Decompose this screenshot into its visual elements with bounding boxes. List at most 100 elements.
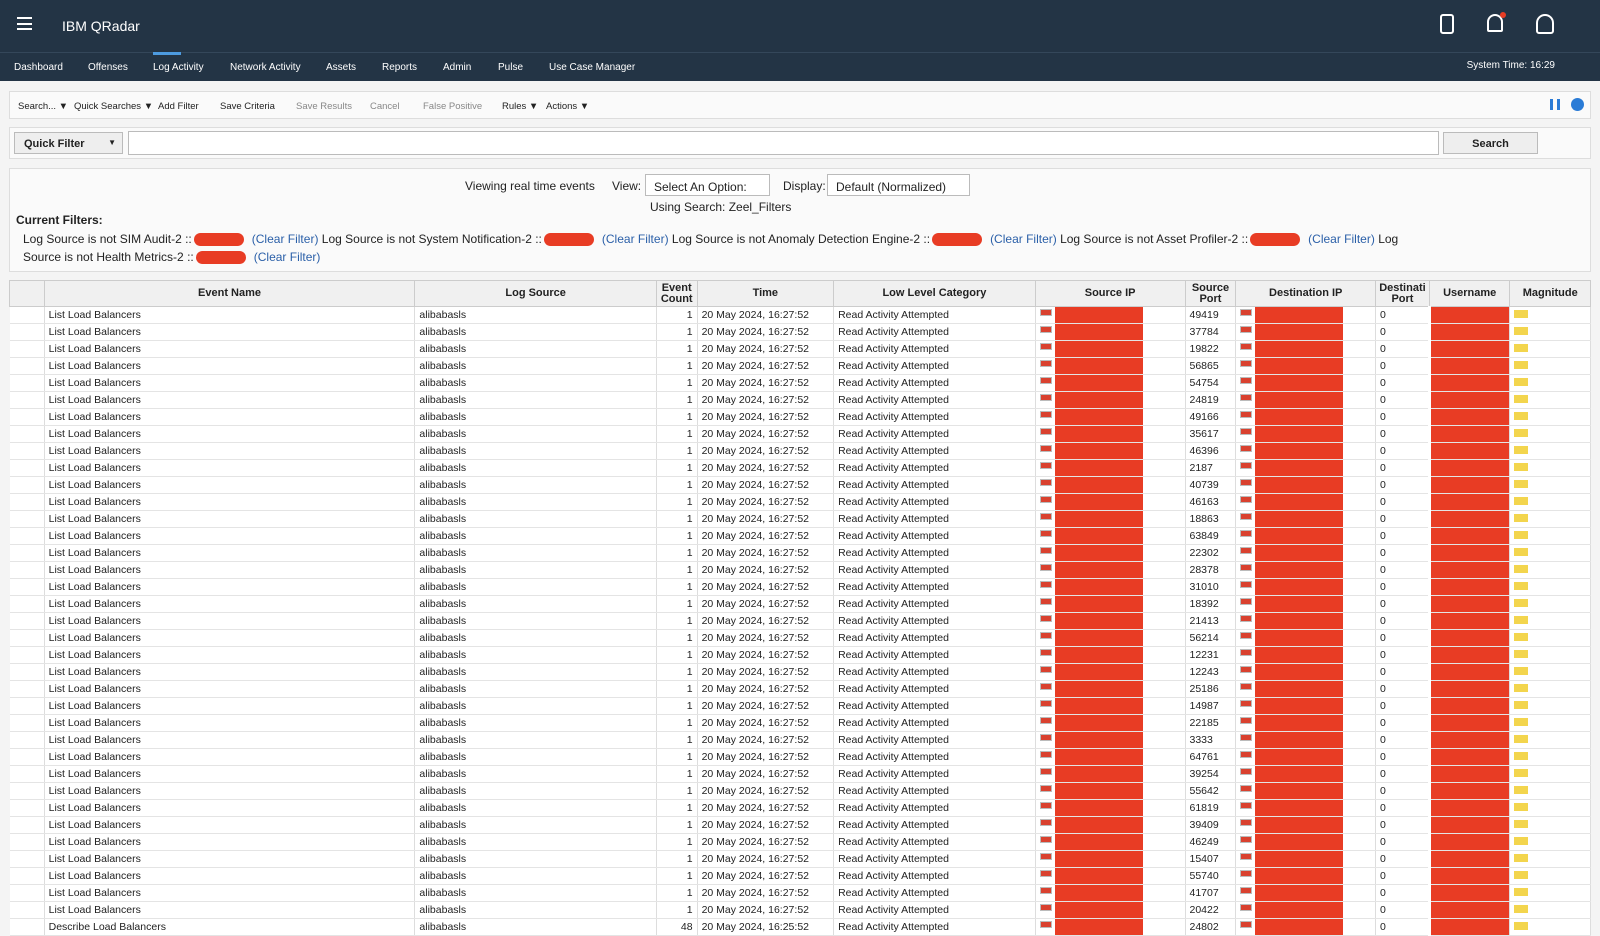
event-row[interactable]: List Load Balancers alibabasls 1 20 May 202… — [9, 510, 1591, 528]
quick-filter-select[interactable]: Quick Filter ▼ — [14, 132, 123, 154]
username — [1427, 680, 1511, 698]
toolbar-item[interactable]: Add Filter — [158, 101, 199, 112]
event-row[interactable]: List Load Balancers alibabasls 1 20 May 202… — [9, 306, 1591, 324]
toolbar-item[interactable]: Save Criteria — [220, 101, 275, 112]
event-row[interactable]: List Load Balancers alibabasls 1 20 May 202… — [9, 782, 1591, 800]
toolbar-item[interactable]: Quick Searches ▼ — [74, 101, 154, 112]
pause-icon[interactable] — [1550, 99, 1560, 110]
redacted — [1054, 919, 1143, 935]
redacted — [1255, 817, 1344, 833]
event-row[interactable]: List Load Balancers alibabasls 1 20 May 202… — [9, 595, 1591, 613]
column-header[interactable]: Source IP — [1034, 280, 1186, 307]
event-row[interactable]: List Load Balancers alibabasls 1 20 May 202… — [9, 323, 1591, 341]
time: 20 May 2024, 16:27:52 — [697, 816, 835, 834]
event-row[interactable]: List Load Balancers alibabasls 1 20 May 202… — [9, 663, 1591, 681]
flag-icon — [1039, 700, 1052, 707]
event-name: List Load Balancers — [44, 850, 416, 868]
toolbar-item[interactable]: Search... ▼ — [18, 101, 69, 112]
toolbar-item[interactable]: Save Results — [296, 101, 352, 112]
destination-port: 0 — [1375, 408, 1430, 426]
event-row[interactable]: List Load Balancers alibabasls 1 20 May 202… — [9, 357, 1591, 375]
nav-item[interactable]: Pulse — [498, 62, 524, 73]
source-ip — [1035, 646, 1186, 664]
event-row[interactable]: List Load Balancers alibabasls 1 20 May 202… — [9, 391, 1591, 409]
column-header[interactable]: Log Source — [414, 280, 657, 307]
event-row[interactable]: List Load Balancers alibabasls 1 20 May 202… — [9, 340, 1591, 358]
nav-item[interactable]: Use Case Manager — [549, 62, 636, 73]
event-row[interactable]: List Load Balancers alibabasls 1 20 May 202… — [9, 629, 1591, 647]
menu-icon[interactable] — [17, 17, 32, 30]
event-row[interactable]: List Load Balancers alibabasls 1 20 May 202… — [9, 493, 1591, 511]
quick-filter-input[interactable] — [128, 131, 1439, 155]
event-row[interactable]: List Load Balancers alibabasls 1 20 May 202… — [9, 442, 1591, 460]
column-header[interactable]: Event Name — [43, 280, 416, 307]
display-select[interactable]: Default (Normalized) — [827, 174, 970, 196]
help-icon[interactable] — [1571, 98, 1584, 111]
column-header[interactable]: Event Count — [655, 280, 698, 307]
event-row[interactable]: List Load Balancers alibabasls 1 20 May 202… — [9, 561, 1591, 579]
username — [1427, 527, 1511, 545]
event-row[interactable]: List Load Balancers alibabasls 1 20 May 202… — [9, 459, 1591, 477]
event-row[interactable]: List Load Balancers alibabasls 1 20 May 202… — [9, 408, 1591, 426]
event-row[interactable]: List Load Balancers alibabasls 1 20 May 202… — [9, 425, 1591, 443]
event-row[interactable]: List Load Balancers alibabasls 1 20 May 202… — [9, 646, 1591, 664]
nav-item[interactable]: Dashboard — [14, 62, 63, 73]
notification-icon[interactable] — [1487, 14, 1503, 32]
event-row[interactable]: List Load Balancers alibabasls 1 20 May 202… — [9, 476, 1591, 494]
source-ip — [1035, 901, 1186, 919]
clear-filter-link[interactable]: (Clear Filter) — [601, 232, 669, 246]
nav-item[interactable]: Assets — [326, 62, 357, 73]
toolbar-item[interactable]: Cancel — [370, 101, 400, 112]
toolbar-item[interactable]: Rules ▼ — [502, 101, 539, 112]
event-row[interactable]: List Load Balancers alibabasls 1 20 May 202… — [9, 867, 1591, 885]
source-ip — [1035, 731, 1186, 749]
destination-ip — [1235, 544, 1376, 562]
event-row[interactable]: List Load Balancers alibabasls 1 20 May 202… — [9, 799, 1591, 817]
event-row[interactable]: List Load Balancers alibabasls 1 20 May 202… — [9, 544, 1591, 562]
username — [1427, 595, 1511, 613]
event-row[interactable]: List Load Balancers alibabasls 1 20 May 202… — [9, 833, 1591, 851]
event-row[interactable]: List Load Balancers alibabasls 1 20 May 202… — [9, 816, 1591, 834]
user-icon[interactable] — [1536, 14, 1554, 34]
event-row[interactable]: List Load Balancers alibabasls 1 20 May 202… — [9, 748, 1591, 766]
column-header[interactable]: Destination IP — [1235, 280, 1376, 307]
username — [1427, 833, 1511, 851]
event-row[interactable]: List Load Balancers alibabasls 1 20 May 202… — [9, 697, 1591, 715]
event-row[interactable]: List Load Balancers alibabasls 1 20 May 202… — [9, 731, 1591, 749]
column-header[interactable]: Magnitude — [1509, 280, 1591, 307]
shield-icon[interactable] — [1440, 14, 1454, 34]
flag-icon — [1039, 564, 1052, 571]
event-row[interactable]: List Load Balancers alibabasls 1 20 May 202… — [9, 850, 1591, 868]
view-select[interactable]: Select An Option: — [645, 174, 770, 196]
event-row[interactable]: List Load Balancers alibabasls 1 20 May 202… — [9, 714, 1591, 732]
event-row[interactable]: Describe Load Balancers alibabasls 48 20 Ma… — [9, 918, 1591, 936]
nav-item[interactable]: Offenses — [88, 62, 128, 73]
event-row[interactable]: List Load Balancers alibabasls 1 20 May 202… — [9, 612, 1591, 630]
event-row[interactable]: List Load Balancers alibabasls 1 20 May 202… — [9, 527, 1591, 545]
category: Read Activity Attempted — [833, 595, 1036, 613]
redacted — [1054, 545, 1143, 561]
column-header[interactable]: Source Port — [1184, 280, 1237, 307]
event-row[interactable]: List Load Balancers alibabasls 1 20 May 202… — [9, 884, 1591, 902]
nav-item[interactable]: Reports — [382, 62, 418, 73]
toolbar-item[interactable]: False Positive — [423, 101, 483, 112]
search-button[interactable]: Search — [1443, 132, 1538, 154]
column-header[interactable]: Low Level Category — [833, 280, 1036, 307]
clear-filter-link[interactable]: (Clear Filter) — [990, 232, 1057, 246]
event-row[interactable]: List Load Balancers alibabasls 1 20 May 202… — [9, 680, 1591, 698]
event-row[interactable]: List Load Balancers alibabasls 1 20 May 202… — [9, 765, 1591, 783]
nav-item[interactable]: Log Activity — [153, 62, 204, 73]
time: 20 May 2024, 16:27:52 — [697, 578, 835, 596]
nav-item[interactable]: Network Activity — [230, 62, 301, 73]
clear-filter-link[interactable]: (Clear Filter) — [251, 232, 319, 246]
column-header[interactable]: Destinati Port — [1374, 280, 1430, 307]
nav-item[interactable]: Admin — [443, 62, 472, 73]
toolbar-item[interactable]: Actions ▼ — [546, 101, 590, 112]
event-row[interactable]: List Load Balancers alibabasls 1 20 May 202… — [9, 901, 1591, 919]
event-row[interactable]: List Load Balancers alibabasls 1 20 May 202… — [9, 374, 1591, 392]
clear-filter-link[interactable]: (Clear Filter) — [1308, 232, 1375, 246]
column-header[interactable]: Username — [1428, 280, 1511, 307]
column-header[interactable]: Time — [696, 280, 835, 307]
event-row[interactable]: List Load Balancers alibabasls 1 20 May 202… — [9, 578, 1591, 596]
clear-filter-link[interactable]: (Clear Filter) — [253, 250, 321, 264]
